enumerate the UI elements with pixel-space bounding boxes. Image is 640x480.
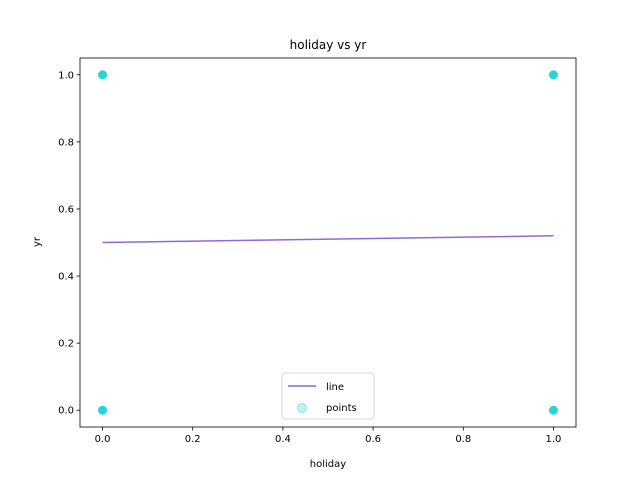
scatter-point — [98, 70, 108, 80]
legend-box — [281, 372, 375, 420]
y-tick-label: 1.0 — [58, 70, 74, 81]
legend-marker-swatch — [297, 403, 307, 413]
x-tick-label: 0.2 — [185, 434, 201, 445]
chart-title: holiday vs yr — [290, 38, 367, 52]
x-tick-label: 0.6 — [365, 434, 381, 445]
y-tick-label: 0.2 — [58, 339, 74, 350]
scatter-point — [98, 405, 108, 415]
x-axis-label: holiday — [310, 459, 346, 470]
plot-area: 0.0 0.2 0.4 0.6 0.8 1.0 0.0 0.2 0.4 0.6 0.8 1.0 — [58, 57, 577, 445]
x-tick-label: 0.0 — [95, 434, 111, 445]
y-axis-label: yr — [32, 236, 43, 247]
axes-frame — [79, 57, 577, 428]
legend: line points — [281, 372, 375, 420]
scatter-point — [548, 70, 558, 80]
x-tick-label: 0.8 — [455, 434, 471, 445]
legend-label: line — [326, 382, 344, 393]
scatter-point — [548, 405, 558, 415]
x-tick-label: 1.0 — [546, 434, 562, 445]
y-tick-label: 0.0 — [58, 406, 74, 417]
series-line-line — [102, 235, 554, 244]
legend-label: points — [326, 403, 357, 414]
y-tick-label: 0.4 — [58, 272, 74, 283]
y-tick-label: 0.8 — [58, 137, 74, 148]
y-tick-label: 0.6 — [58, 204, 74, 215]
x-tick-label: 0.4 — [275, 434, 291, 445]
